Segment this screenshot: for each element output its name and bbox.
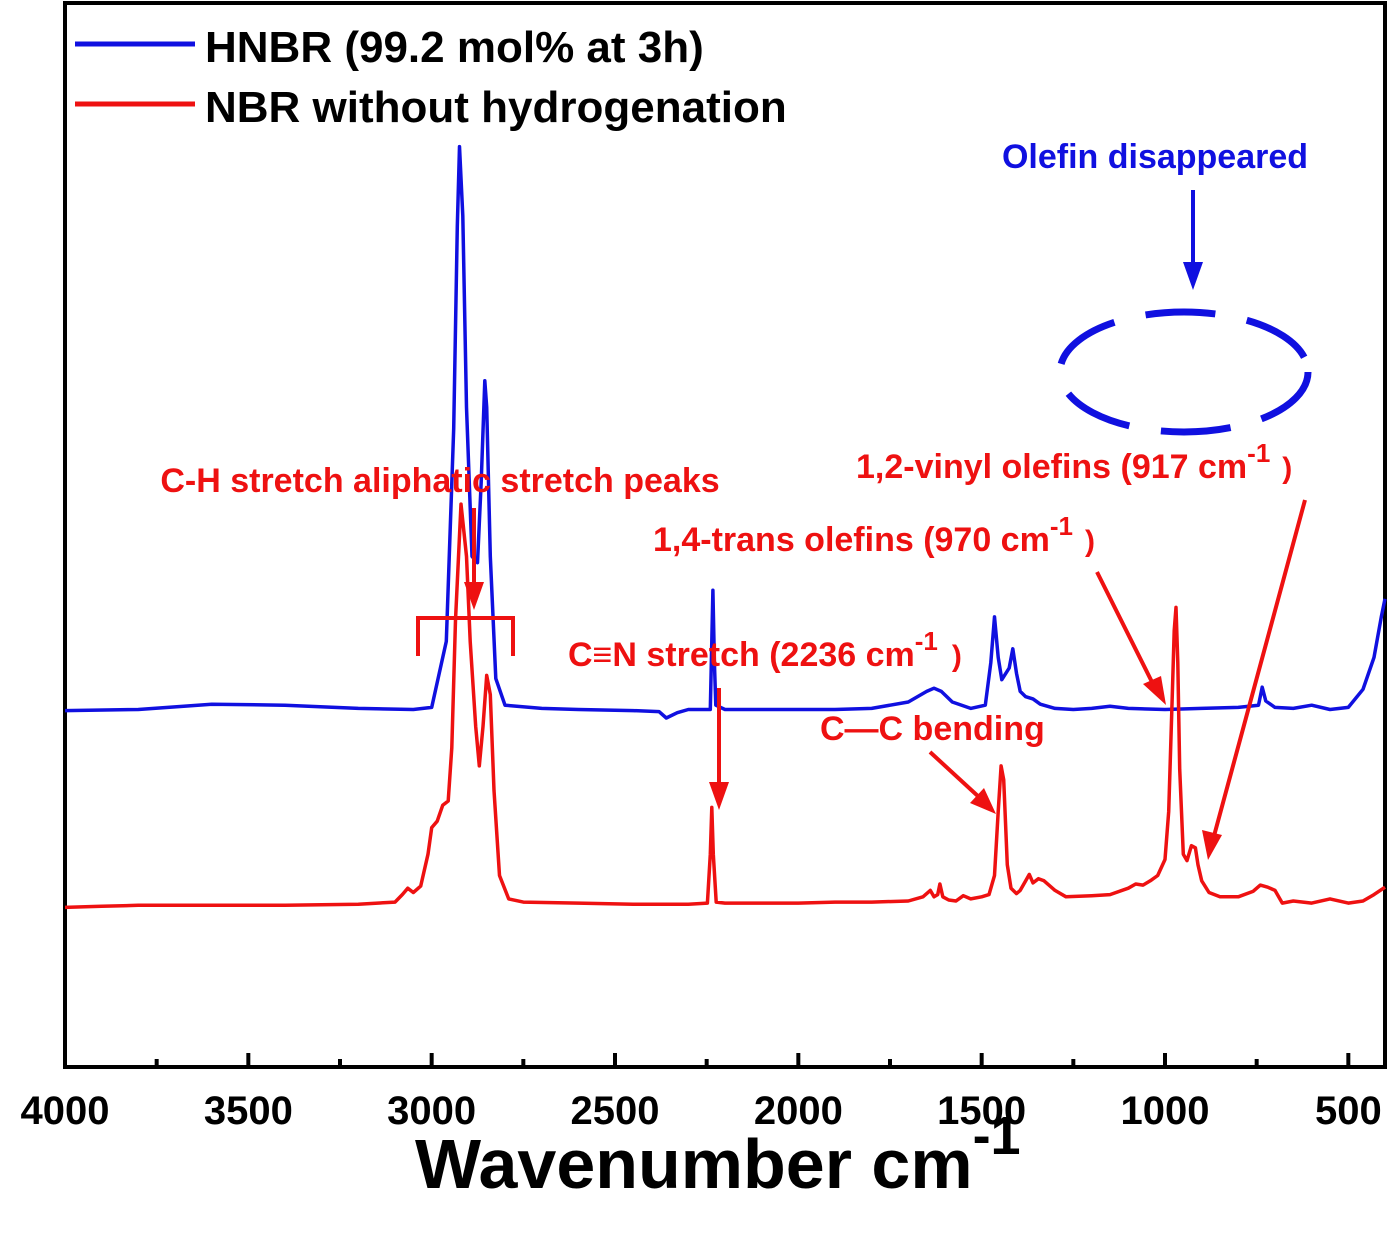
vinyl-olefins-superscript: -1: [1247, 438, 1270, 468]
trans-arrow-head: [1143, 676, 1166, 705]
trans-arrow-shaft: [1095, 571, 1155, 685]
x-tick-label: 1500: [937, 1089, 1026, 1133]
ch-stretch-label: C-H stretch aliphatic stretch peaks: [160, 462, 719, 500]
ch-bracket: [416, 616, 515, 656]
trans-olefins-superscript: -1: [1050, 511, 1073, 541]
x-tick-label: 3500: [204, 1089, 293, 1133]
series-line-hnbr: [64, 144, 1387, 720]
ch-arrow-head: [464, 582, 484, 610]
x-axis-title-superscript: -1: [973, 1106, 1021, 1166]
trans-olefins-label: 1,4-trans olefins (970 cm-1): [653, 511, 1095, 559]
cc-arrow-head: [970, 788, 996, 814]
series-line-nbr: [64, 502, 1386, 910]
vinyl-olefins-label: 1,2-vinyl olefins (917 cm-1): [856, 438, 1292, 486]
x-axis-ticks: 4000 3500 3000 2500 2000 1500 1000 500: [21, 1053, 1382, 1133]
cn-stretch-superscript: -1: [915, 626, 938, 656]
cc-arrow-shaft: [928, 750, 982, 800]
vinyl-arrow-head: [1202, 830, 1222, 860]
cn-stretch-annotation: C≡N stretch (2236 cm-1): [568, 626, 962, 810]
x-tick-label: 500: [1315, 1089, 1382, 1133]
cn-stretch-close: ): [952, 640, 962, 673]
legend-label-hnbr: HNBR (99.2 mol% at 3h): [205, 23, 704, 72]
x-tick-label: 3000: [387, 1089, 476, 1133]
cc-bending-annotation: C—C bending: [820, 710, 1045, 814]
trans-olefins-annotation: 1,4-trans olefins (970 cm-1): [653, 511, 1166, 705]
trans-olefins-text: 1,4-trans olefins (970 cm: [653, 521, 1050, 559]
x-tick-label: 1000: [1121, 1089, 1210, 1133]
olefin-dashed-ellipse: [1056, 308, 1312, 436]
olefin-arrow-head: [1183, 262, 1203, 290]
legend-label-nbr: NBR without hydrogenation: [205, 83, 787, 132]
vinyl-olefins-close: ): [1282, 452, 1292, 485]
plot-frame: [63, 1, 1387, 1069]
cn-stretch-text: C≡N stretch (2236 cm: [568, 636, 915, 674]
x-axis-title-text: Wavenumber cm: [415, 1125, 973, 1203]
trans-olefins-close: ): [1085, 525, 1095, 558]
olefin-disappeared-annotation: Olefin disappeared: [1002, 138, 1312, 436]
x-tick-label: 2000: [754, 1089, 843, 1133]
ch-stretch-annotation: C-H stretch aliphatic stretch peaks: [160, 462, 720, 656]
vinyl-olefins-annotation: 1,2-vinyl olefins (917 cm-1): [856, 438, 1307, 860]
cn-arrow-head: [709, 782, 729, 810]
olefin-disappeared-label: Olefin disappeared: [1002, 138, 1308, 176]
x-tick-label: 4000: [21, 1089, 110, 1133]
series-lines: [64, 144, 1387, 910]
legend: HNBR (99.2 mol% at 3h) NBR without hydro…: [75, 23, 787, 132]
cc-bending-label: C—C bending: [820, 710, 1045, 748]
cn-stretch-label: C≡N stretch (2236 cm-1): [568, 626, 962, 674]
x-tick-label: 2500: [571, 1089, 660, 1133]
vinyl-arrow-shaft: [1212, 499, 1307, 837]
x-axis-title: Wavenumber cm-1: [415, 1106, 1021, 1203]
vinyl-olefins-text: 1,2-vinyl olefins (917 cm: [856, 448, 1247, 486]
